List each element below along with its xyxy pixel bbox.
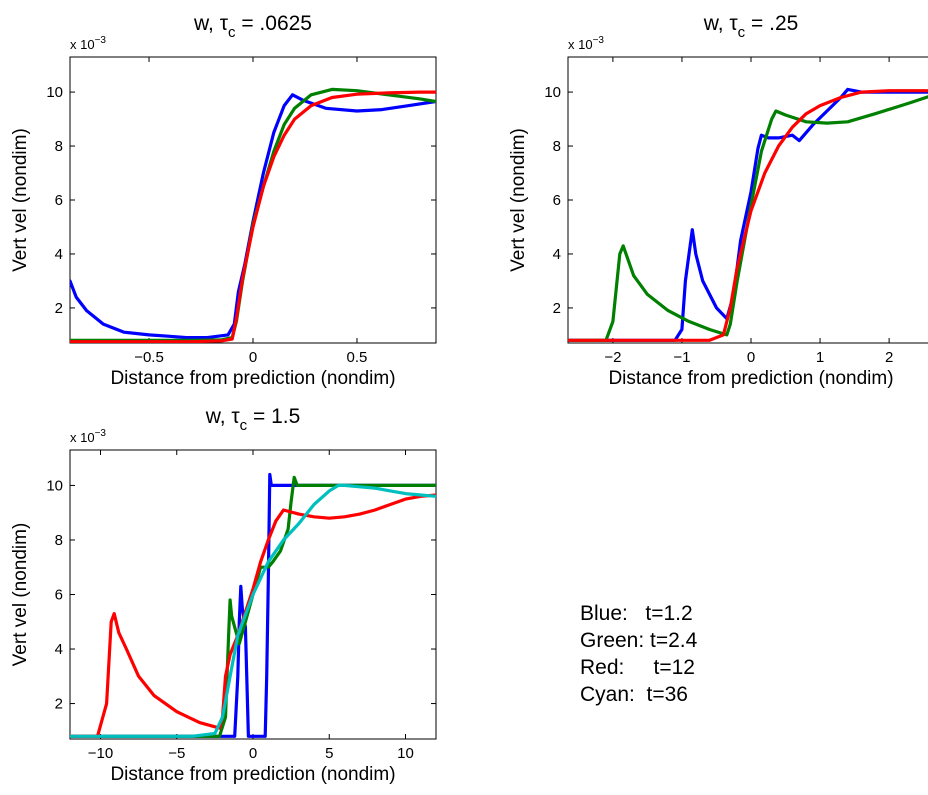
chart-title: w, τc = 1.5 <box>205 405 301 434</box>
chart-panel-2: −2 −1 0 1 2 2 4 6 8 10 w, τc = .25 x 10−3 Distance f… <box>508 12 928 389</box>
y-tick-label: 8 <box>55 138 63 155</box>
axes-box <box>69 56 437 344</box>
y-axis-label: Vert vel (nondim) <box>508 128 529 272</box>
x-axis-label: Distance from prediction (nondim) <box>110 368 395 389</box>
y-tick-label: 2 <box>55 696 63 713</box>
y-tick-label: 8 <box>553 138 561 155</box>
y-tick-label: 6 <box>55 587 63 604</box>
y-axis-label: Vert vel (nondim) <box>10 128 31 272</box>
x-tick-label: −1 <box>673 349 690 366</box>
x-tick-label: −2 <box>604 349 621 366</box>
x-tick-label: 2 <box>885 349 893 366</box>
x-tick-label: 5 <box>325 745 333 762</box>
legend-green: Green: t=2.4 <box>580 629 698 652</box>
chart-title: w, τc = .0625 <box>193 12 312 41</box>
y-tick-label: 10 <box>544 84 561 101</box>
y-tick-label: 6 <box>553 192 561 209</box>
x-axis-label: Distance from prediction (nondim) <box>608 368 893 389</box>
series-line-3 <box>70 90 436 343</box>
legend-note: Blue: t=1.2 Green: t=2.4 Red: t=12 Cyan:… <box>580 600 697 708</box>
x-tick-label: 0 <box>249 745 257 762</box>
legend-blue: Blue: t=1.2 <box>580 602 693 625</box>
series-line-4 <box>70 483 436 738</box>
y-tick-label: 8 <box>55 532 63 549</box>
series-line-3 <box>568 89 928 342</box>
series-line-2 <box>568 95 928 342</box>
legend-cyan: Cyan: t=36 <box>580 683 688 706</box>
x-tick-label: 0 <box>747 349 755 366</box>
x-tick-label: −10 <box>88 745 113 762</box>
x-tick-label: −0.5 <box>134 349 164 366</box>
y-axis-label: Vert vel (nondim) <box>10 523 31 667</box>
y-tick-label: 10 <box>46 84 63 101</box>
axis-exponent-label: x 10−3 <box>568 35 604 52</box>
x-tick-label: −5 <box>168 745 185 762</box>
y-tick-label: 10 <box>46 477 63 494</box>
axis-exponent-label: x 10−3 <box>70 428 106 445</box>
y-tick-label: 2 <box>55 300 63 317</box>
series-line-1 <box>70 472 436 738</box>
y-tick-label: 4 <box>553 246 561 263</box>
x-tick-label: 1 <box>816 349 824 366</box>
x-axis-label: Distance from prediction (nondim) <box>110 764 395 785</box>
y-tick-label: 4 <box>55 246 63 263</box>
x-tick-label: 0.5 <box>347 349 368 366</box>
x-tick-label: 10 <box>397 745 414 762</box>
chart-panel-3: −10 −5 0 5 10 2 4 6 8 10 w, τc = 1.5 x 10−3 Distance… <box>10 405 437 785</box>
chart-title: w, τc = .25 <box>703 12 799 41</box>
axis-exponent-label: x 10−3 <box>70 35 106 52</box>
y-tick-label: 6 <box>55 192 63 209</box>
y-tick-label: 4 <box>55 641 63 658</box>
y-tick-label: 2 <box>553 300 561 317</box>
legend-red: Red: t=12 <box>580 656 695 679</box>
x-tick-label: 0 <box>249 349 257 366</box>
chart-panel-1: −0.5 0 0.5 2 4 6 8 10 w, τc = .0625 x 10−3 Distanc… <box>10 12 437 389</box>
